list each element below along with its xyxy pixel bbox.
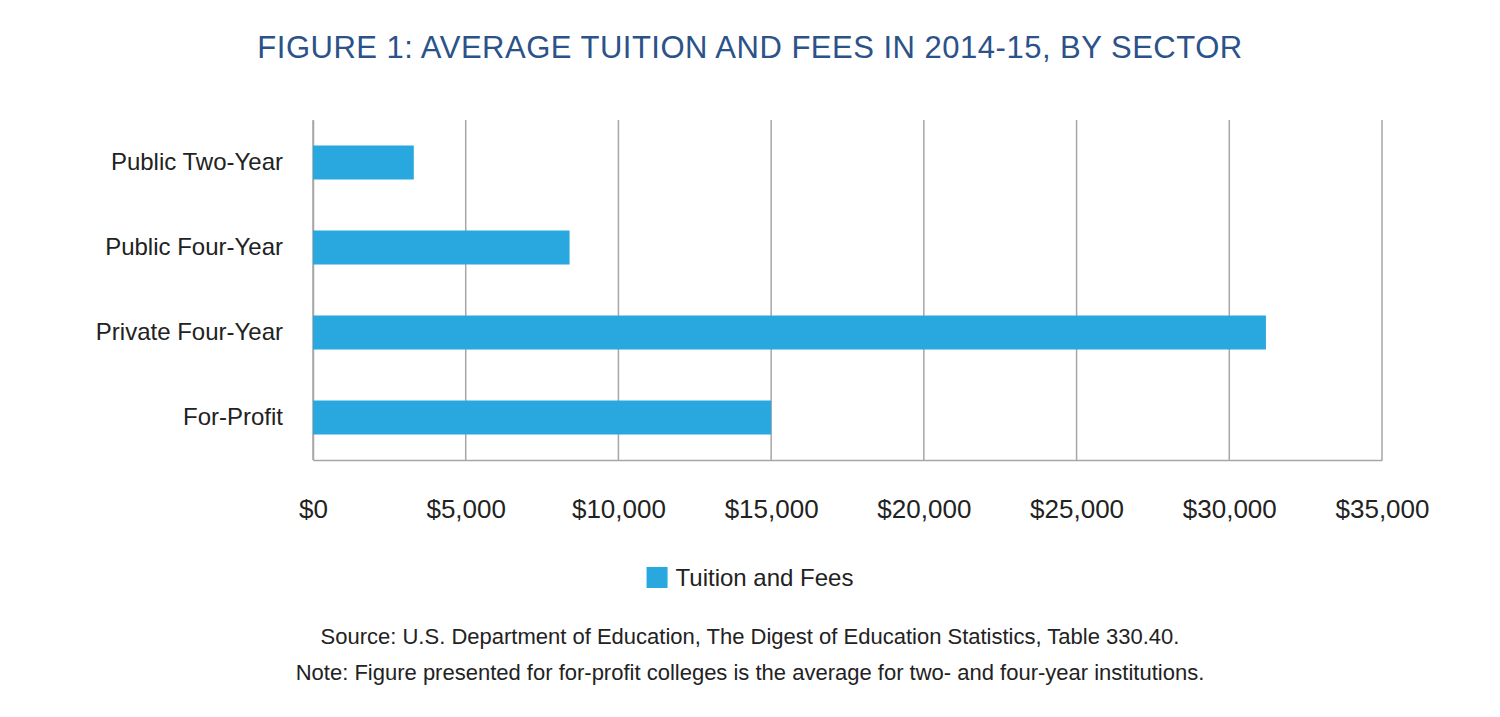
tick-label: $15,000 [725,494,819,524]
tick: Public Four-Year [105,233,313,260]
tick: $30,000 [1183,460,1277,524]
legend-item: Tuition and Fees [647,564,854,591]
grid-line [923,120,925,460]
tick: $10,000 [572,460,666,524]
tick-label: $0 [299,494,328,524]
axis-line [314,460,1383,462]
tick: $35,000 [1336,460,1430,524]
tick: $20,000 [877,460,971,524]
tick: $25,000 [1030,460,1124,524]
tick-label: $20,000 [877,494,971,524]
tick: $15,000 [725,460,819,524]
tick: Public Two-Year [111,148,313,175]
bar [313,231,570,265]
chart-title: FIGURE 1: AVERAGE TUITION AND FEES IN 20… [257,30,1242,65]
bar [313,146,414,180]
tick-label: $25,000 [1030,494,1124,524]
tick: Private Four-Year [96,318,313,345]
category-axis: Public Two-Year Public Four-Year Private F… [96,121,314,461]
tick: $0 [299,460,328,524]
tick: $5,000 [426,460,506,524]
tick: For-Profit [183,403,313,430]
chart-root: FIGURE 1: AVERAGE TUITION AND FEES IN 20… [0,0,1500,717]
tick-label: Private Four-Year [96,318,283,345]
tick-label: Public Four-Year [105,233,283,260]
tick-label: $10,000 [572,494,666,524]
grid [313,120,1382,460]
legend-label: Tuition and Fees [676,564,854,591]
tick-label: $35,000 [1336,494,1430,524]
grid-line [1381,120,1383,460]
tick-label: $5,000 [426,494,506,524]
value-axis: $0 $5,000 $10,000 $15,000 $20,000 $25,000 $30,… [299,460,1429,524]
annotation: Note: Figure presented for for-profit co… [296,660,1205,685]
legend: Tuition and Fees [647,564,854,591]
bars [313,146,1266,435]
annotation: Source: U.S. Department of Education, Th… [321,624,1180,649]
tick-label: $30,000 [1183,494,1277,524]
bar [313,316,1266,350]
grid-line [1229,120,1231,460]
grid-line [1076,120,1078,460]
tick-label: For-Profit [183,403,283,430]
bar [313,401,771,435]
tick-label: Public Two-Year [111,148,283,175]
legend-swatch [647,567,668,588]
